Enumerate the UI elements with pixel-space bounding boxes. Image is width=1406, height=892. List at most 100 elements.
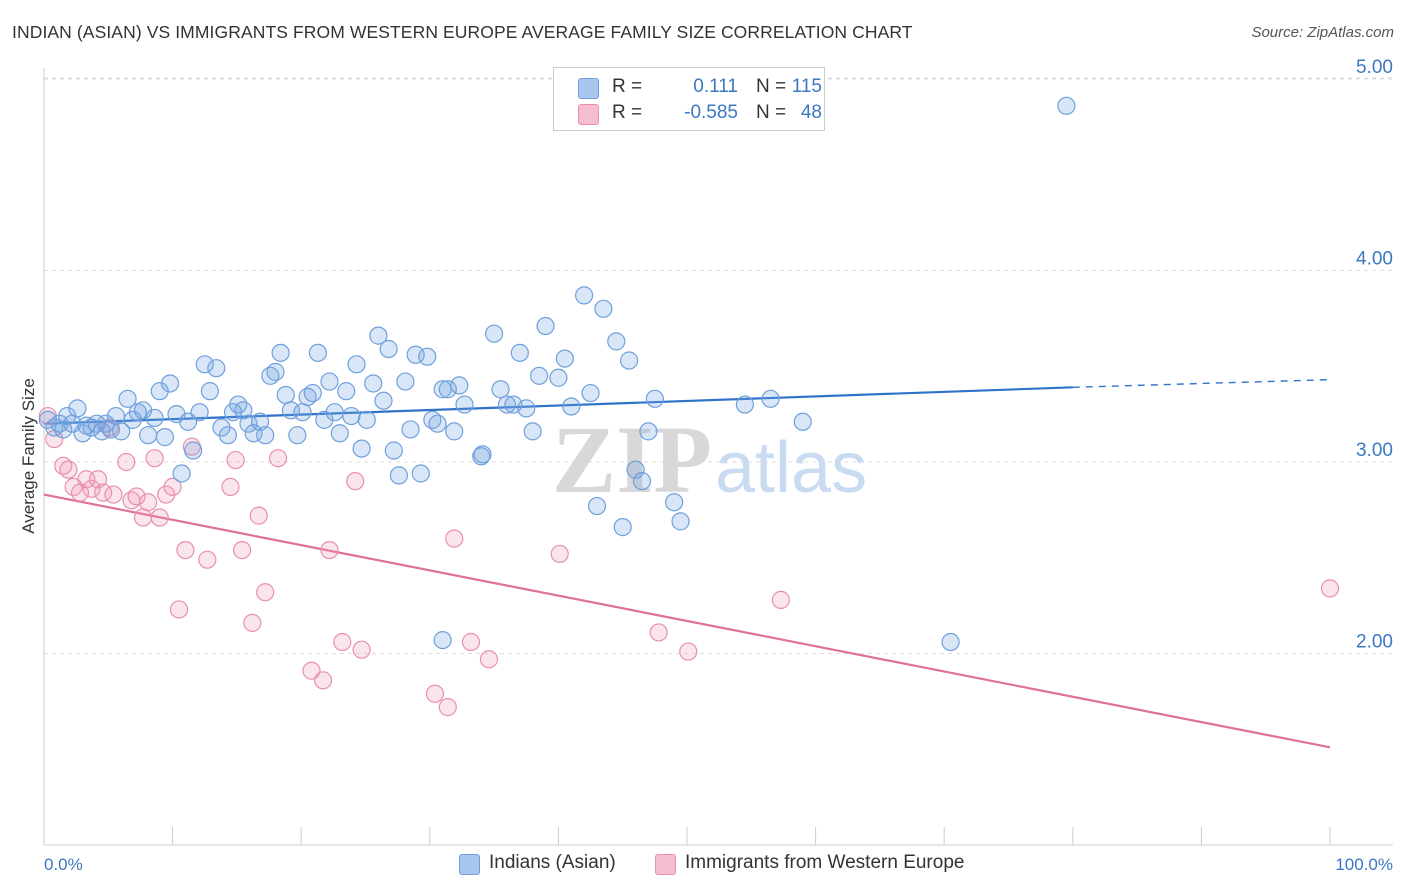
- point-indians: [575, 286, 594, 305]
- point-western-europe: [550, 544, 569, 564]
- point-indians: [411, 464, 430, 483]
- point-indians: [250, 412, 270, 431]
- point-indians: [523, 422, 542, 441]
- point-western-europe: [771, 590, 790, 609]
- point-indians: [308, 343, 328, 362]
- point-indians: [587, 496, 607, 516]
- y-tick-label: 3.00: [1356, 440, 1393, 461]
- point-western-europe: [221, 477, 240, 496]
- legend-label: Indians (Asian): [489, 852, 616, 873]
- point-indians: [761, 389, 780, 408]
- point-indians: [562, 397, 581, 416]
- point-indians: [428, 414, 447, 433]
- point-western-europe: [352, 640, 371, 659]
- point-indians: [68, 399, 87, 418]
- legend-swatch-pink: [578, 104, 599, 125]
- legend-label: Immigrants from Western Europe: [685, 852, 965, 873]
- point-indians: [549, 368, 568, 387]
- point-indians: [793, 412, 812, 431]
- point-indians: [645, 389, 664, 408]
- point-indians: [510, 343, 529, 362]
- point-indians: [530, 366, 549, 385]
- point-indians: [150, 382, 169, 401]
- y-tick-label: 5.00: [1356, 57, 1393, 78]
- point-indians: [626, 460, 645, 479]
- point-indians: [497, 395, 517, 414]
- point-indians: [396, 372, 415, 391]
- point-indians: [369, 326, 388, 345]
- point-indians: [288, 426, 307, 445]
- point-western-europe: [479, 650, 499, 669]
- point-western-europe: [127, 487, 146, 506]
- point-western-europe: [461, 632, 481, 652]
- trend-lines: [43, 378, 1331, 749]
- axes: [43, 68, 1393, 846]
- point-indians: [473, 445, 492, 464]
- point-western-europe: [150, 508, 169, 527]
- point-indians: [594, 299, 613, 318]
- chart-title: INDIAN (ASIAN) VS IMMIGRANTS FROM WESTER…: [12, 22, 913, 42]
- point-indians: [357, 410, 376, 429]
- watermark-zip: ZIP: [552, 406, 712, 513]
- point-western-europe: [256, 583, 275, 602]
- point-indians: [184, 441, 203, 460]
- point-western-europe: [679, 642, 698, 661]
- point-western-europe: [445, 529, 464, 548]
- point-indians: [445, 422, 464, 441]
- point-western-europe: [425, 684, 445, 703]
- point-indians: [342, 406, 361, 426]
- point-indians: [607, 332, 626, 351]
- point-indians: [106, 406, 126, 426]
- point-indians: [207, 359, 226, 378]
- point-western-europe: [59, 460, 78, 479]
- point-indians: [303, 383, 322, 403]
- n-label: N =: [756, 76, 787, 97]
- point-western-europe: [1320, 579, 1340, 598]
- point-indians: [632, 472, 652, 491]
- point-western-europe: [169, 600, 189, 619]
- point-western-europe: [438, 698, 457, 717]
- point-indians: [384, 441, 403, 460]
- point-western-europe: [333, 632, 352, 652]
- watermark-atlas: atlas: [715, 428, 867, 508]
- point-western-europe: [226, 450, 245, 470]
- point-western-europe: [268, 449, 288, 468]
- point-indians: [160, 374, 180, 393]
- point-western-europe: [232, 540, 252, 560]
- point-indians: [491, 380, 510, 399]
- r-value: 0.111: [693, 76, 738, 97]
- point-western-europe: [82, 479, 101, 498]
- point-indians: [639, 422, 658, 441]
- point-indians: [455, 395, 474, 414]
- trend-line-indians-extension: [1072, 378, 1331, 389]
- trend-line-indians: [43, 386, 1073, 425]
- x-tick-label-max: 100.0%: [1335, 855, 1393, 874]
- point-western-europe: [198, 550, 217, 569]
- y-axis-label: Average Family Size: [19, 378, 38, 534]
- series-western-europe: [38, 406, 1340, 717]
- point-indians: [315, 410, 334, 429]
- point-western-europe: [249, 506, 268, 525]
- point-indians: [218, 426, 237, 445]
- point-western-europe: [163, 477, 182, 496]
- point-indians: [244, 424, 263, 443]
- point-indians: [96, 414, 115, 433]
- r-label: R =: [612, 76, 643, 97]
- n-value: 115: [791, 76, 822, 97]
- point-indians: [941, 632, 960, 652]
- point-indians: [389, 466, 409, 485]
- point-western-europe: [320, 540, 339, 560]
- point-indians: [229, 395, 248, 414]
- y-tick-labels: 2.00 3.00 4.00 5.00: [1356, 57, 1393, 653]
- point-indians: [293, 403, 312, 422]
- point-indians: [118, 389, 137, 408]
- n-value: 48: [800, 102, 822, 123]
- point-indians: [406, 345, 425, 364]
- point-indians: [671, 512, 690, 531]
- point-indians: [200, 382, 219, 401]
- point-indians: [374, 391, 393, 410]
- point-indians: [364, 374, 383, 393]
- legend-swatch-blue: [459, 854, 480, 875]
- point-indians: [347, 355, 366, 374]
